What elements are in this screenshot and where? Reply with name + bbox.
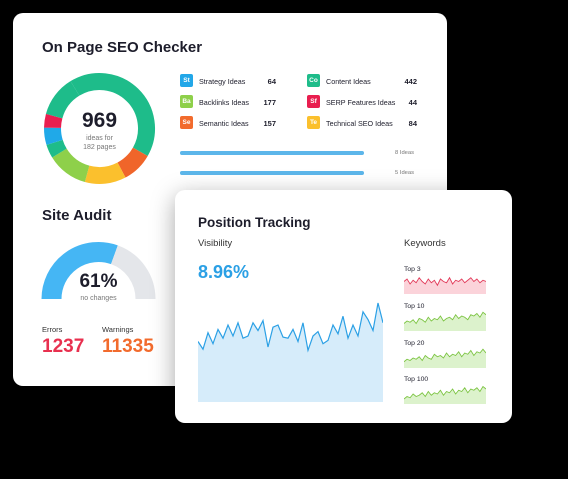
idea-label: SERP Features Ideas bbox=[326, 98, 396, 107]
sparkline-area bbox=[404, 386, 486, 404]
ideas-sub-line2: 182 pages bbox=[83, 144, 116, 151]
sparkline-line bbox=[404, 348, 486, 363]
ideas-donut-chart bbox=[44, 73, 155, 184]
sparkline-area bbox=[404, 312, 486, 331]
position-tracking-title: Position Tracking bbox=[198, 215, 311, 230]
idea-label: Content Ideas bbox=[326, 77, 371, 86]
idea-label: Backlinks Ideas bbox=[199, 98, 249, 107]
site-audit-percent: 61% bbox=[79, 271, 118, 292]
sparkline-area bbox=[404, 349, 486, 368]
idea-row-backlinks[interactable]: Ba Backlinks Ideas 177 bbox=[180, 95, 290, 109]
position-tracking-card: Position Tracking Visibility 8.96% Keywo… bbox=[175, 190, 512, 423]
donut-segment bbox=[44, 127, 63, 145]
sparkline-line bbox=[404, 311, 486, 325]
technical-seo-badge-icon: Te bbox=[307, 116, 320, 129]
serp-features-badge-icon: Sf bbox=[307, 95, 320, 108]
idea-label: Technical SEO Ideas bbox=[326, 119, 393, 128]
idea-count: 64 bbox=[267, 77, 276, 86]
ideas-progress-bar-2 bbox=[180, 171, 364, 175]
donut-segment bbox=[117, 147, 148, 178]
idea-count: 442 bbox=[404, 77, 417, 86]
idea-label: Semantic Ideas bbox=[199, 119, 249, 128]
idea-row-serp-features[interactable]: Sf SERP Features Ideas 44 bbox=[307, 95, 419, 109]
keyword-sparkline-top20 bbox=[404, 348, 486, 368]
gauge-track-arc bbox=[110, 245, 156, 300]
warnings-value: 11335 bbox=[102, 336, 154, 357]
ideas-progress-fill-1 bbox=[180, 151, 364, 155]
keyword-group-label-top100: Top 100 bbox=[404, 376, 429, 383]
sparkline-line bbox=[404, 385, 486, 400]
idea-count: 84 bbox=[408, 119, 417, 128]
backlinks-badge-icon: Ba bbox=[180, 95, 193, 108]
errors-value: 1237 bbox=[42, 336, 85, 357]
ideas-progress-label-1: 8 Ideas bbox=[395, 150, 415, 156]
keyword-group-label-top3: Top 3 bbox=[404, 266, 421, 273]
keyword-sparkline-top3 bbox=[404, 276, 486, 294]
content-badge-icon: Co bbox=[307, 74, 320, 87]
idea-row-semantic[interactable]: Se Semantic Ideas 157 bbox=[180, 116, 290, 130]
idea-count: 177 bbox=[263, 98, 276, 107]
idea-row-strategy[interactable]: St Strategy Ideas 64 bbox=[180, 74, 290, 88]
donut-segment bbox=[70, 73, 155, 156]
sparkline-line bbox=[404, 276, 486, 287]
donut-segment bbox=[45, 81, 80, 119]
idea-count: 157 bbox=[263, 119, 276, 128]
keyword-group-label-top20: Top 20 bbox=[404, 340, 425, 347]
ideas-sub-line1: ideas for bbox=[86, 135, 113, 142]
keyword-sparkline-top10 bbox=[404, 311, 486, 331]
sparkline-area bbox=[404, 277, 486, 294]
visibility-value: 8.96% bbox=[198, 262, 250, 282]
keyword-group-label-top10: Top 10 bbox=[404, 303, 425, 310]
idea-row-technical-seo[interactable]: Te Technical SEO Ideas 84 bbox=[307, 116, 419, 130]
site-audit-sub: no changes bbox=[80, 295, 117, 302]
keyword-sparkline-top100 bbox=[404, 385, 486, 404]
keywords-label: Keywords bbox=[404, 238, 446, 249]
idea-count: 44 bbox=[408, 98, 417, 107]
site-audit-title: Site Audit bbox=[42, 207, 112, 224]
visibility-area bbox=[198, 303, 383, 402]
semantic-badge-icon: Se bbox=[180, 116, 193, 129]
ideas-progress-bar-1 bbox=[180, 151, 364, 155]
warnings-label: Warnings bbox=[102, 325, 134, 334]
errors-label: Errors bbox=[42, 325, 63, 334]
ideas-total: 969 bbox=[81, 109, 118, 132]
ideas-progress-label-2: 5 Ideas bbox=[395, 170, 415, 176]
gauge-fill-arc bbox=[41, 242, 118, 300]
visibility-label: Visibility bbox=[198, 238, 233, 249]
idea-row-content[interactable]: Co Content Ideas 442 bbox=[307, 74, 419, 88]
idea-label: Strategy Ideas bbox=[199, 77, 246, 86]
donut-segment bbox=[84, 162, 126, 184]
strategy-badge-icon: St bbox=[180, 74, 193, 87]
seo-checker-title: On Page SEO Checker bbox=[42, 39, 203, 56]
donut-segment bbox=[52, 148, 90, 183]
donut-segment bbox=[44, 113, 63, 129]
visibility-chart bbox=[198, 302, 383, 402]
donut-segment bbox=[46, 139, 67, 158]
site-audit-gauge bbox=[41, 242, 156, 300]
visibility-line bbox=[198, 302, 383, 353]
ideas-progress-fill-2 bbox=[180, 171, 364, 175]
